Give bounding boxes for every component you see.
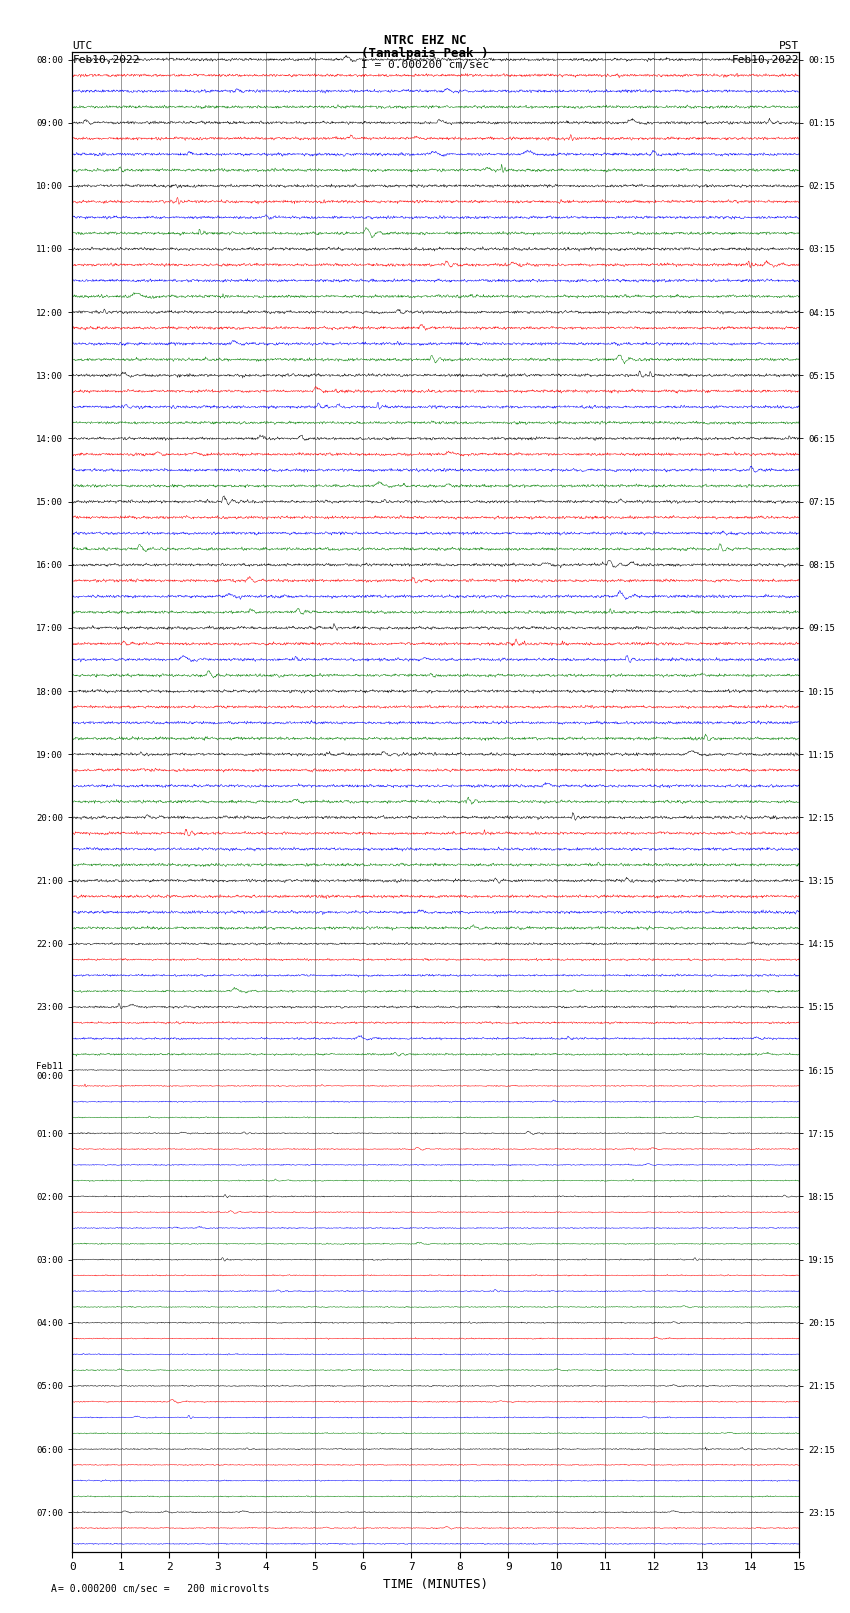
Text: Feb10,2022: Feb10,2022 bbox=[72, 55, 139, 65]
Text: I = 0.000200 cm/sec: I = 0.000200 cm/sec bbox=[361, 60, 489, 69]
Text: A: A bbox=[51, 1584, 57, 1594]
Text: PST: PST bbox=[779, 40, 799, 52]
Text: Feb10,2022: Feb10,2022 bbox=[732, 55, 799, 65]
X-axis label: TIME (MINUTES): TIME (MINUTES) bbox=[383, 1578, 488, 1590]
Text: NTRC EHZ NC: NTRC EHZ NC bbox=[383, 34, 467, 47]
Text: (Tanalpais Peak ): (Tanalpais Peak ) bbox=[361, 47, 489, 60]
Text: UTC: UTC bbox=[72, 40, 93, 52]
Text: = 0.000200 cm/sec =   200 microvolts: = 0.000200 cm/sec = 200 microvolts bbox=[58, 1584, 269, 1594]
